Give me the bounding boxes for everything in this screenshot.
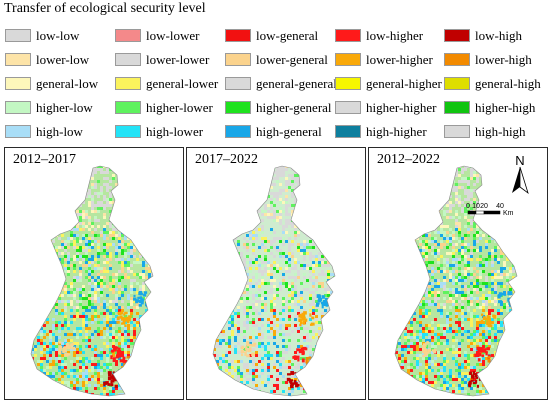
region-boundary	[30, 165, 154, 397]
legend-label: low-higher	[366, 27, 424, 43]
legend-swatch	[225, 124, 251, 138]
scale-tick-label: 0	[466, 203, 470, 210]
legend-item-low-general: low-general	[225, 23, 335, 47]
legend-label: lower-general	[256, 51, 328, 67]
map-panel-3: N 0 10 20 40 Km 2012–2022	[368, 147, 548, 400]
legend-label: higher-higher	[366, 99, 437, 115]
legend-item-low-low: low-low	[5, 23, 115, 47]
map-fill	[213, 166, 335, 396]
legend-label: general-general	[256, 75, 337, 91]
legend-item-lower-low: lower-low	[5, 47, 115, 71]
panel-title-1: 2012–2017	[13, 152, 76, 167]
legend-label: low-general	[256, 27, 319, 43]
map-panel-1: 2012–2017	[4, 147, 184, 400]
legend-label: general-high	[475, 75, 541, 91]
legend-item-high-general: high-general	[225, 119, 335, 143]
legend-swatch	[225, 28, 251, 42]
legend-label: high-low	[36, 123, 83, 139]
legend-label: lower-high	[475, 51, 532, 67]
legend-item-lower-lower: lower-lower	[115, 47, 225, 71]
north-label: N	[515, 153, 524, 168]
legend-label: general-higher	[366, 75, 442, 91]
legend-swatch	[335, 28, 361, 42]
panel-title-2: 2017–2022	[195, 152, 258, 167]
legend-label: lower-low	[36, 51, 90, 67]
legend-item-higher-high: higher-high	[444, 95, 550, 119]
legend-item-low-lower: low-lower	[115, 23, 225, 47]
legend-label: higher-high	[475, 99, 536, 115]
legend: low-low low-lower low-general low-higher low…	[5, 23, 550, 143]
legend-label: low-high	[475, 27, 522, 43]
legend-swatch	[225, 100, 251, 114]
scale-tick-label: 20	[480, 203, 488, 210]
legend-item-high-high: high-high	[444, 119, 550, 143]
legend-label: high-high	[475, 123, 526, 139]
legend-swatch	[444, 28, 470, 42]
legend-item-higher-low: higher-low	[5, 95, 115, 119]
legend-swatch	[444, 52, 470, 66]
legend-label: general-low	[36, 75, 99, 91]
legend-label: lower-lower	[146, 51, 210, 67]
map-panel-2: 2017–2022	[186, 147, 366, 400]
region-boundary	[212, 165, 336, 397]
legend-item-low-higher: low-higher	[335, 23, 444, 47]
north-arrow-icon: N	[512, 153, 529, 195]
legend-swatch	[335, 52, 361, 66]
legend-swatch	[5, 124, 31, 138]
legend-swatch	[115, 100, 141, 114]
legend-item-high-higher: high-higher	[335, 119, 444, 143]
legend-item-higher-higher: higher-higher	[335, 95, 444, 119]
legend-item-low-high: low-high	[444, 23, 550, 47]
scale-tick-label: 40	[496, 203, 504, 210]
legend-swatch	[335, 76, 361, 90]
legend-label: high-higher	[366, 123, 427, 139]
legend-item-general-low: general-low	[5, 71, 115, 95]
legend-item-lower-general: lower-general	[225, 47, 335, 71]
legend-label: low-low	[36, 27, 80, 43]
map-2012-2017	[30, 165, 154, 397]
legend-swatch	[225, 76, 251, 90]
legend-swatch	[5, 76, 31, 90]
legend-title: Transfer of ecological security level	[4, 1, 206, 16]
legend-label: high-lower	[146, 123, 204, 139]
legend-swatch	[444, 100, 470, 114]
legend-item-high-lower: high-lower	[115, 119, 225, 143]
panel-title-3: 2012–2022	[377, 152, 440, 167]
legend-label: lower-higher	[366, 51, 433, 67]
legend-swatch	[115, 76, 141, 90]
legend-swatch	[5, 100, 31, 114]
legend-item-higher-lower: higher-lower	[115, 95, 225, 119]
legend-label: general-lower	[146, 75, 219, 91]
map-2017-2022	[212, 165, 336, 397]
legend-swatch	[115, 52, 141, 66]
legend-item-general-lower: general-lower	[115, 71, 225, 95]
legend-item-general-high: general-high	[444, 71, 550, 95]
legend-item-high-low: high-low	[5, 119, 115, 143]
legend-swatch	[5, 28, 31, 42]
legend-label: high-general	[256, 123, 322, 139]
legend-swatch	[115, 124, 141, 138]
legend-swatch	[115, 28, 141, 42]
region-boundary	[394, 165, 518, 397]
legend-swatch	[5, 52, 31, 66]
legend-swatch	[444, 124, 470, 138]
legend-label: higher-low	[36, 99, 93, 115]
legend-label: higher-lower	[146, 99, 213, 115]
legend-item-general-general: general-general	[225, 71, 337, 95]
legend-item-general-higher: general-higher	[335, 71, 444, 95]
legend-swatch	[444, 76, 470, 90]
scale-tick-label: 10	[472, 203, 480, 210]
legend-swatch	[225, 52, 251, 66]
map-fill	[31, 166, 153, 396]
legend-label: low-lower	[146, 27, 200, 43]
scale-unit-label: Km	[503, 210, 514, 217]
legend-label: higher-general	[256, 99, 332, 115]
legend-swatch	[335, 100, 361, 114]
legend-swatch	[335, 124, 361, 138]
legend-item-lower-higher: lower-higher	[335, 47, 444, 71]
legend-item-lower-high: lower-high	[444, 47, 550, 71]
legend-item-higher-general: higher-general	[225, 95, 335, 119]
